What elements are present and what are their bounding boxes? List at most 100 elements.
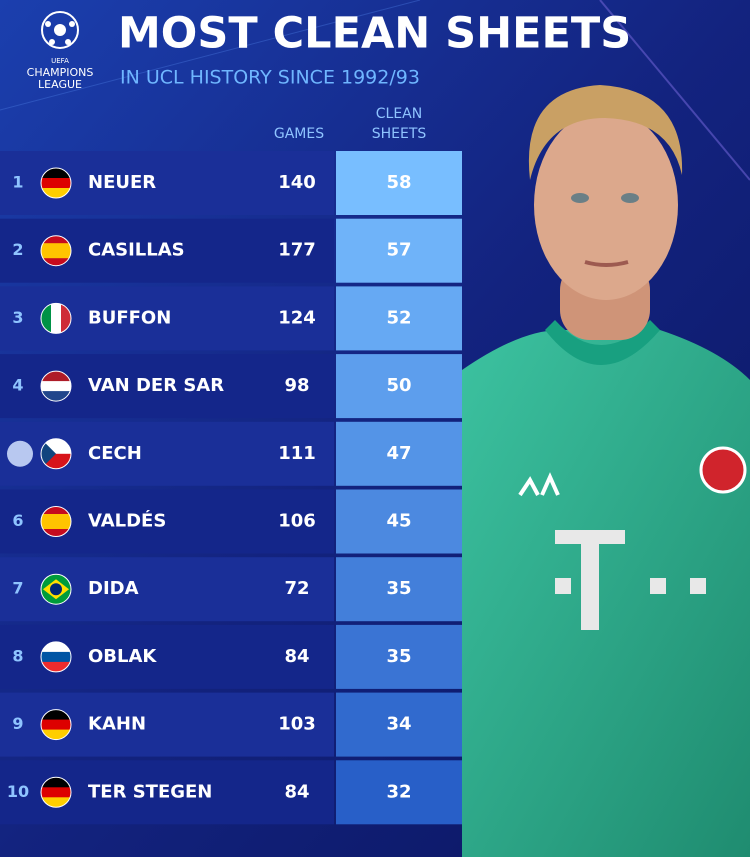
flag-stripe xyxy=(41,719,71,731)
flag-border xyxy=(40,506,72,537)
rank: 1 xyxy=(12,173,23,192)
games: 124 xyxy=(278,307,316,328)
flag-globe xyxy=(50,583,62,596)
flag xyxy=(41,168,71,198)
flag-border xyxy=(40,573,72,605)
flag xyxy=(41,574,71,605)
games: 72 xyxy=(284,578,309,599)
clean-cell xyxy=(336,489,462,554)
flag-stripe xyxy=(41,709,71,721)
flag-stripe xyxy=(41,641,71,653)
games: 111 xyxy=(278,443,316,464)
column-header: GAMES xyxy=(273,126,325,142)
flag-border xyxy=(40,438,72,470)
flag-stripe xyxy=(41,787,71,798)
flag-stripe xyxy=(41,651,71,663)
clean-sheets: 35 xyxy=(386,578,411,599)
games: 140 xyxy=(278,172,316,193)
clean-sheets: 50 xyxy=(386,375,411,396)
clean-cell xyxy=(336,286,462,351)
flag-stripe xyxy=(41,797,71,808)
deco-line xyxy=(0,0,421,111)
rank: 8 xyxy=(12,646,23,665)
flag-stripe xyxy=(41,529,71,537)
title: MOST CLEAN SHEETS xyxy=(118,9,631,59)
flag-stripe xyxy=(41,188,71,198)
clean-sheets: 47 xyxy=(386,443,411,464)
flag-border xyxy=(40,235,72,267)
clean-sheets: 35 xyxy=(386,646,411,667)
subtitle: IN UCL HISTORY SINCE 1992/93 xyxy=(120,67,420,89)
clean-cell xyxy=(336,354,462,419)
flag-border xyxy=(40,302,72,334)
icon xyxy=(7,440,33,467)
games: 84 xyxy=(284,781,309,802)
flag-border xyxy=(40,167,72,199)
flag-stripe xyxy=(41,777,71,788)
clean-cell xyxy=(336,151,462,215)
clean-cell xyxy=(336,557,462,622)
clean-cell xyxy=(336,218,462,283)
player-name: KAHN xyxy=(88,714,146,735)
ucl-logo xyxy=(41,11,79,49)
table: 1 NEUER 140 58 2 CASILLAS 177 57 3 BUFFON 124 52 4 VA… xyxy=(0,151,462,825)
player-name: BUFFON xyxy=(88,307,171,328)
flag-stripe xyxy=(41,381,71,392)
flag-border xyxy=(40,709,72,741)
rank: 9 xyxy=(12,714,23,733)
flag xyxy=(41,777,71,808)
column-header: CLEAN SHEETS xyxy=(371,106,427,142)
flag-stripe xyxy=(41,521,71,530)
rank: 7 xyxy=(12,579,23,598)
flag-border xyxy=(40,641,72,673)
flag-stripe xyxy=(41,729,71,740)
flag xyxy=(41,438,71,469)
flag xyxy=(41,641,71,672)
rank: 2 xyxy=(12,240,23,259)
flag xyxy=(41,303,71,334)
flag-stripe xyxy=(41,243,71,252)
flag-stripe xyxy=(41,371,71,382)
flag xyxy=(41,235,71,266)
flag-stripe xyxy=(61,303,71,334)
flag-border xyxy=(40,370,72,402)
flag-stripe xyxy=(41,258,71,266)
deco-line xyxy=(599,0,750,181)
clean-sheets: 58 xyxy=(386,172,411,193)
flag xyxy=(41,371,71,402)
clean-sheets: 34 xyxy=(386,714,411,735)
flag-triangle xyxy=(41,438,56,469)
flag-stripe xyxy=(41,506,71,515)
rank: 3 xyxy=(12,308,23,327)
flag-stripe xyxy=(41,391,71,402)
rank: 4 xyxy=(12,376,23,395)
flag-stripe xyxy=(41,661,71,672)
flag-stripe xyxy=(41,178,71,189)
rank: 6 xyxy=(12,511,23,530)
clean-cell xyxy=(336,421,462,486)
player-name: CASILLAS xyxy=(88,240,185,261)
clean-sheets: 32 xyxy=(386,781,411,802)
flag-stripe xyxy=(41,303,52,334)
clean-sheets: 57 xyxy=(386,240,411,261)
clean-sheets: 52 xyxy=(386,307,411,328)
clean-cell xyxy=(336,692,462,757)
clean-cell xyxy=(336,760,462,825)
player-name: CECH xyxy=(88,443,142,464)
player-photo xyxy=(462,85,750,857)
flag xyxy=(41,709,71,740)
rank: 10 xyxy=(7,782,29,801)
player-name: VALDÉS xyxy=(88,510,166,532)
flag-stripe xyxy=(41,250,71,259)
player-name: OBLAK xyxy=(88,646,157,667)
flag xyxy=(41,506,71,537)
logo-line: LEAGUE xyxy=(38,78,82,91)
games: 84 xyxy=(284,646,309,667)
flag-stripe xyxy=(41,235,71,244)
games: 177 xyxy=(278,240,316,261)
logo-line: CHAMPIONS xyxy=(27,66,94,79)
player-name: VAN DER SAR xyxy=(88,375,224,396)
flag-stripe xyxy=(41,514,71,522)
